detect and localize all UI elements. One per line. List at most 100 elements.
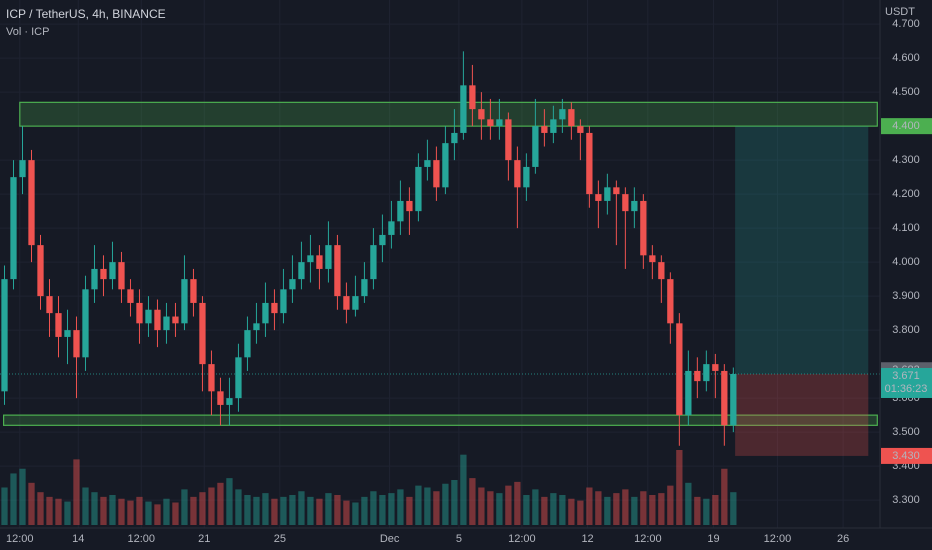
volume-bar [667,485,674,525]
volume-bar [82,487,89,525]
candle-body [118,262,125,290]
volume-bar [721,468,728,525]
volume-bar [577,500,584,525]
volume-bar [298,491,305,525]
volume-bar [379,495,386,525]
volume-bar [199,492,206,525]
candle-body [37,245,44,297]
volume-bar [613,493,620,525]
volume-bar [712,495,719,525]
candle-body [136,302,143,324]
candle-body [343,296,350,310]
y-tick-label: 4.500 [892,86,920,98]
volume-bar [181,489,188,525]
candle-body [568,109,575,127]
volume-bar [55,498,62,525]
volume-bar [127,500,134,525]
volume-bar [19,468,26,525]
candle-body [163,316,170,331]
volume-bar [442,483,449,525]
volume-bar [460,454,467,525]
volume-bar [73,459,80,525]
candle-body [1,279,8,392]
volume-bar [550,493,557,525]
target-area [735,126,869,374]
candle-body [460,85,467,133]
volume-bar [163,498,170,525]
candle-body [577,126,584,133]
volume-bar [253,496,260,525]
candle-body [478,109,485,120]
y-tick-label: 3.300 [892,494,920,506]
candle-body [406,200,413,212]
candle-body [235,357,242,399]
candle-body [595,194,602,201]
candle-body [334,245,341,297]
candle-body [145,309,152,324]
volume-bar [172,502,179,525]
y-tick-label: 4.600 [892,52,920,64]
x-tick-label: 19 [707,533,719,545]
candle-body [199,302,206,365]
candle-body [208,364,215,392]
candle-body [19,160,26,178]
candle-body [559,109,566,120]
x-tick-label: Dec [380,533,400,545]
x-tick-label: 12 [581,533,593,545]
candle-body [316,255,323,269]
volume-bar [235,489,242,525]
candle-body [190,279,197,303]
candle-body [253,323,260,331]
volume-bar [109,495,116,525]
candle-body [388,221,395,235]
candle-body [451,132,458,144]
volume-bar [28,482,35,525]
candle-body [532,126,539,167]
y-tick-label: 4.100 [892,222,920,234]
y-tick-label: 4.300 [892,154,920,166]
candle-body [352,296,359,310]
volume-bar [451,480,458,525]
candle-body [694,370,701,382]
volume-bar [154,504,161,525]
candle-body [10,177,17,280]
x-tick-label: 12:00 [6,533,34,545]
volume-bar [352,502,359,525]
y-axis-label: USDT [885,6,915,18]
volume-bar [406,496,413,525]
volume-bar [118,498,125,525]
candle-body [91,268,98,290]
volume-bar [190,496,197,525]
candle-body [658,262,665,280]
volume-bar [397,489,404,525]
candle-body [397,200,404,222]
volume-bar [433,491,440,525]
candle-body [433,160,440,188]
candle-body [262,302,269,324]
candle-body [289,279,296,290]
volume-bar [1,487,8,525]
stop-label-bg [881,447,932,464]
volume-bar [316,498,323,525]
y-tick-label: 3.900 [892,290,920,302]
candle-body [415,166,422,212]
volume-bar [514,481,521,525]
candle-body [541,126,548,133]
volume-bar [559,495,566,525]
volume-bar [478,487,485,525]
x-tick-label: 12:00 [508,533,536,545]
candle-body [469,85,476,110]
candle-body [622,194,629,212]
candle-body [712,364,719,371]
candle-body [442,143,449,188]
x-tick-label: 12:00 [128,533,156,545]
candle-body [586,132,593,195]
target-label: 4.400 [892,120,920,132]
candle-body [685,370,692,416]
zone [2,414,878,426]
target-label-bg [881,118,932,135]
volume-bar [532,489,539,525]
candle-body [514,160,521,188]
candle-body [379,234,386,246]
